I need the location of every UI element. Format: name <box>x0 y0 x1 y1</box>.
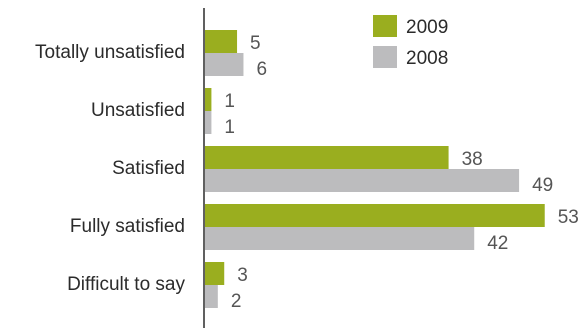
category-label-totally-unsatisfied: Totally unsatisfied <box>35 42 185 63</box>
bar-2009-satisfied <box>205 146 449 169</box>
bar-2009-difficult-to-say <box>205 262 225 285</box>
bar-2008-satisfied <box>205 169 520 192</box>
category-label-difficult-to-say: Difficult to say <box>67 274 185 295</box>
legend-label-2009: 2009 <box>406 17 448 38</box>
bar-2009-unsatisfied <box>205 88 212 111</box>
value-label-2009-satisfied: 38 <box>462 149 483 170</box>
legend: 2009 2008 <box>373 15 448 69</box>
category-label-fully-satisfied: Fully satisfied <box>70 216 185 237</box>
bar-2008-totally-unsatisfied <box>205 53 244 76</box>
bar-2009-totally-unsatisfied <box>205 30 238 53</box>
value-label-2009-unsatisfied: 1 <box>224 91 235 112</box>
value-label-2009-difficult-to-say: 3 <box>237 265 248 286</box>
legend-label-2008: 2008 <box>406 48 448 69</box>
value-label-2008-fully-satisfied: 42 <box>487 233 508 254</box>
bar-2008-unsatisfied <box>205 111 212 134</box>
bar-2008-fully-satisfied <box>205 227 475 250</box>
legend-swatch-2009 <box>373 15 397 37</box>
value-label-2009-fully-satisfied: 53 <box>558 207 579 228</box>
value-label-2008-difficult-to-say: 2 <box>231 291 242 312</box>
value-label-2009-totally-unsatisfied: 5 <box>250 33 261 54</box>
bar-2008-difficult-to-say <box>205 285 218 308</box>
bars-group <box>205 30 545 308</box>
labels-group: Totally unsatisfied 5 6 Unsatisfied 1 1 Satisf… <box>35 33 579 312</box>
category-label-satisfied: Satisfied <box>112 158 185 179</box>
value-label-2008-totally-unsatisfied: 6 <box>256 59 267 80</box>
bar-2009-fully-satisfied <box>205 204 545 227</box>
value-label-2008-unsatisfied: 1 <box>224 117 235 138</box>
value-label-2008-satisfied: 49 <box>532 175 553 196</box>
category-label-unsatisfied: Unsatisfied <box>91 100 185 121</box>
legend-swatch-2008 <box>373 46 397 68</box>
